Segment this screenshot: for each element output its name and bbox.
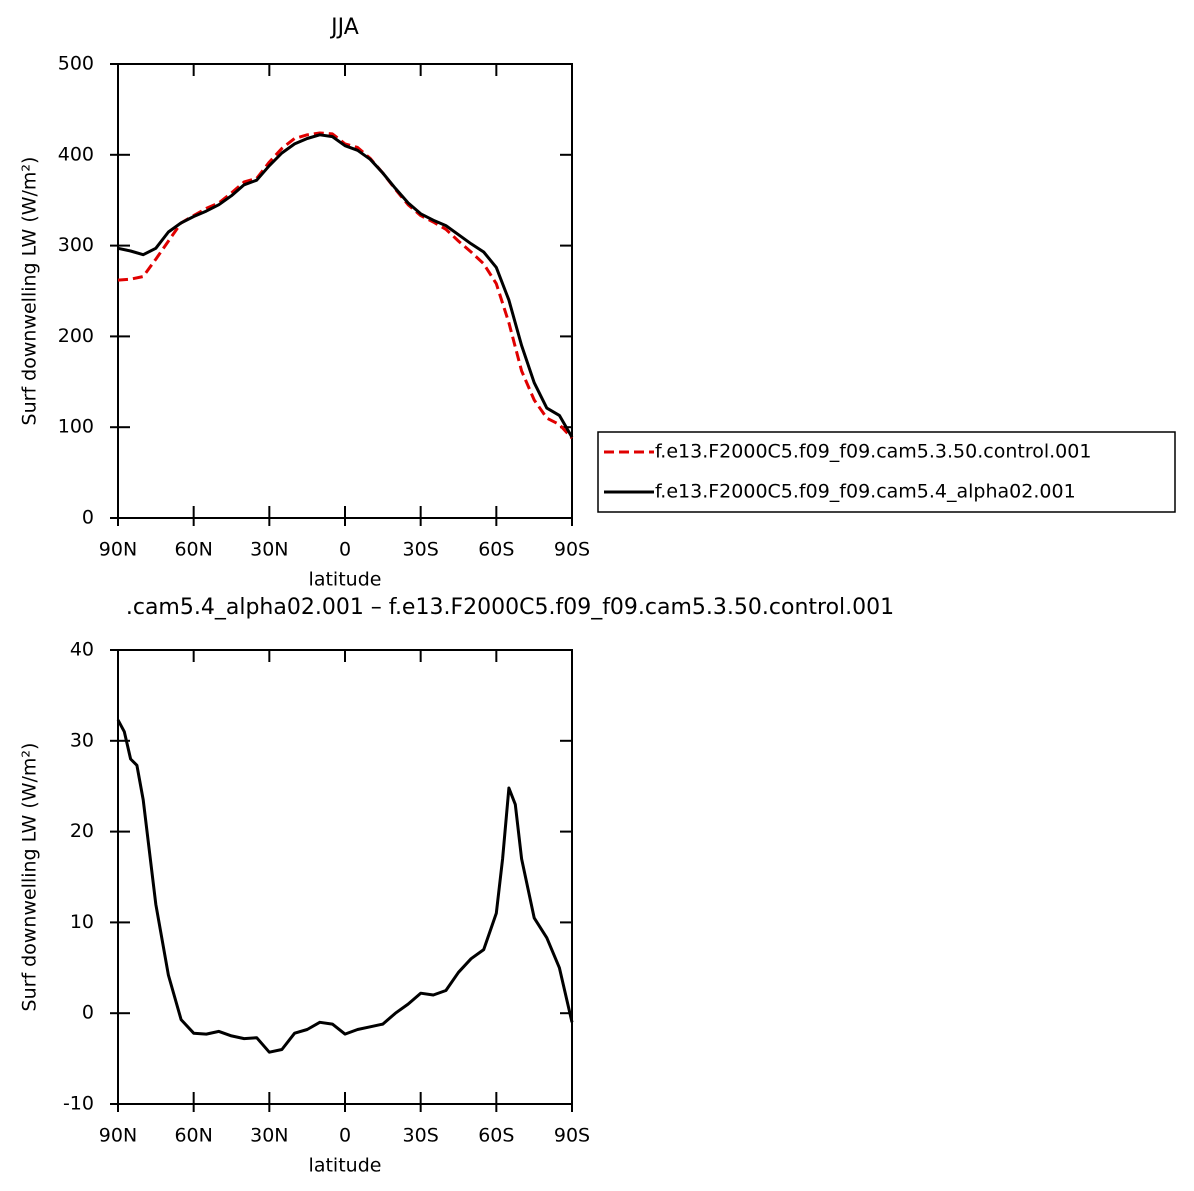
plot-frame [117, 63, 573, 519]
legend-label: f.e13.F2000C5.f09_f09.cam5.3.50.control.… [655, 441, 1091, 463]
legend-label: f.e13.F2000C5.f09_f09.cam5.4_alpha02.001 [655, 481, 1076, 503]
x-tick-label: 60N [174, 1125, 212, 1147]
y-axis-label: Surf downwelling LW (W/m²) [19, 157, 41, 426]
y-axis-label: Surf downwelling LW (W/m²) [19, 743, 41, 1012]
x-tick-label: 30N [250, 539, 288, 561]
x-tick-label: 0 [339, 539, 351, 561]
x-tick-label: 60S [478, 539, 514, 561]
line-series [117, 133, 574, 438]
y-tick-label: 300 [58, 234, 94, 256]
plot-frame [117, 649, 573, 1105]
y-tick-label: 200 [58, 325, 94, 347]
y-tick-label: 10 [70, 911, 94, 933]
chart-title: JJA [329, 15, 359, 40]
y-tick-label: 0 [82, 1002, 94, 1024]
x-axis-label: latitude [309, 569, 382, 591]
line-series [116, 719, 574, 1054]
x-tick-label: 90N [99, 539, 137, 561]
chart-title: .cam5.4_alpha02.001 – f.e13.F2000C5.f09_… [126, 595, 894, 620]
x-tick-label: 90S [554, 539, 590, 561]
y-tick-label: 20 [70, 820, 94, 842]
x-tick-label: 30N [250, 1125, 288, 1147]
y-tick-label: 0 [82, 507, 94, 529]
x-tick-label: 0 [339, 1125, 351, 1147]
y-tick-label: 40 [70, 639, 94, 661]
x-tick-label: 90N [99, 1125, 137, 1147]
y-tick-label: 400 [58, 143, 94, 165]
x-tick-label: 60N [174, 539, 212, 561]
y-tick-label: 30 [70, 729, 94, 751]
y-tick-label: 500 [58, 53, 94, 75]
x-axis-label: latitude [309, 1155, 382, 1177]
x-tick-label: 60S [478, 1125, 514, 1147]
legend-box [597, 431, 1176, 513]
y-tick-label: -10 [63, 1093, 94, 1115]
x-tick-label: 30S [403, 539, 439, 561]
y-tick-label: 100 [58, 416, 94, 438]
x-tick-label: 30S [403, 1125, 439, 1147]
x-tick-label: 90S [554, 1125, 590, 1147]
